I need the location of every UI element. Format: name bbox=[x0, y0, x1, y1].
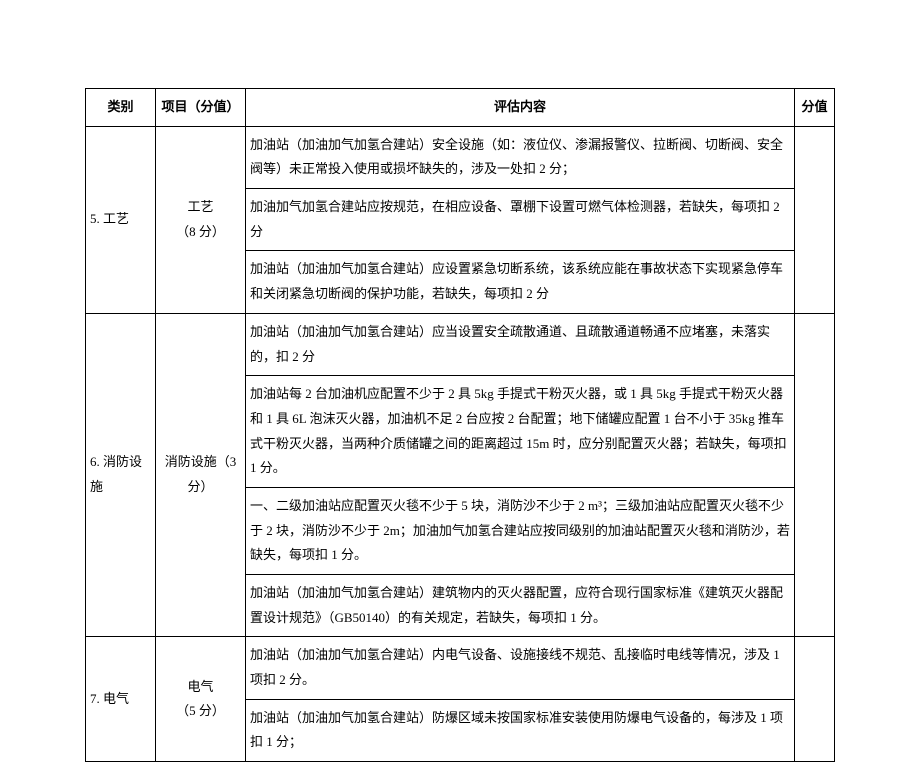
score-cell bbox=[795, 126, 835, 313]
eval-cell: 加油站（加油加气加氢合建站）安全设施（如：液位仪、渗漏报警仪、拉断阀、切断阀、安… bbox=[246, 126, 795, 188]
eval-cell: 加油站（加油加气加氢合建站）建筑物内的灭火器配置，应符合现行国家标准《建筑灭火器… bbox=[246, 575, 795, 637]
assessment-table-container: 类别 项目（分值） 评估内容 分值 5. 工艺工艺（8 分）加油站（加油加气加氢… bbox=[85, 88, 835, 762]
score-cell bbox=[795, 313, 835, 637]
table-row: 7. 电气电气（5 分）加油站（加油加气加氢合建站）内电气设备、设施接线不规范、… bbox=[86, 637, 835, 699]
eval-cell: 加油加气加氢合建站应按规范，在相应设备、罩棚下设置可燃气体检测器，若缺失，每项扣… bbox=[246, 189, 795, 251]
eval-cell: 加油站（加油加气加氢合建站）应当设置安全疏散通道、且疏散通道畅通不应堵塞，未落实… bbox=[246, 313, 795, 375]
score-cell bbox=[795, 637, 835, 762]
table-row: 5. 工艺工艺（8 分）加油站（加油加气加氢合建站）安全设施（如：液位仪、渗漏报… bbox=[86, 126, 835, 188]
header-category: 类别 bbox=[86, 89, 156, 127]
item-cell: 电气（5 分） bbox=[156, 637, 246, 762]
table-header-row: 类别 项目（分值） 评估内容 分值 bbox=[86, 89, 835, 127]
category-cell: 5. 工艺 bbox=[86, 126, 156, 313]
eval-cell: 加油站（加油加气加氢合建站）应设置紧急切断系统，该系统应能在事故状态下实现紧急停… bbox=[246, 251, 795, 313]
header-item: 项目（分值） bbox=[156, 89, 246, 127]
eval-cell: 加油站（加油加气加氢合建站）内电气设备、设施接线不规范、乱接临时电线等情况，涉及… bbox=[246, 637, 795, 699]
item-cell: 消防设施（3 分） bbox=[156, 313, 246, 637]
eval-cell: 加油站每 2 台加油机应配置不少于 2 具 5kg 手提式干粉灭火器，或 1 具… bbox=[246, 376, 795, 488]
category-cell: 7. 电气 bbox=[86, 637, 156, 762]
eval-cell: 一、二级加油站应配置灭火毯不少于 5 块，消防沙不少于 2 m³；三级加油站应配… bbox=[246, 487, 795, 574]
item-cell: 工艺（8 分） bbox=[156, 126, 246, 313]
category-cell: 6. 消防设施 bbox=[86, 313, 156, 637]
table-row: 6. 消防设施消防设施（3 分）加油站（加油加气加氢合建站）应当设置安全疏散通道… bbox=[86, 313, 835, 375]
header-eval: 评估内容 bbox=[246, 89, 795, 127]
assessment-table: 类别 项目（分值） 评估内容 分值 5. 工艺工艺（8 分）加油站（加油加气加氢… bbox=[85, 88, 835, 762]
header-score: 分值 bbox=[795, 89, 835, 127]
eval-cell: 加油站（加油加气加氢合建站）防爆区域未按国家标准安装使用防爆电气设备的，每涉及 … bbox=[246, 699, 795, 761]
table-body: 5. 工艺工艺（8 分）加油站（加油加气加氢合建站）安全设施（如：液位仪、渗漏报… bbox=[86, 126, 835, 761]
